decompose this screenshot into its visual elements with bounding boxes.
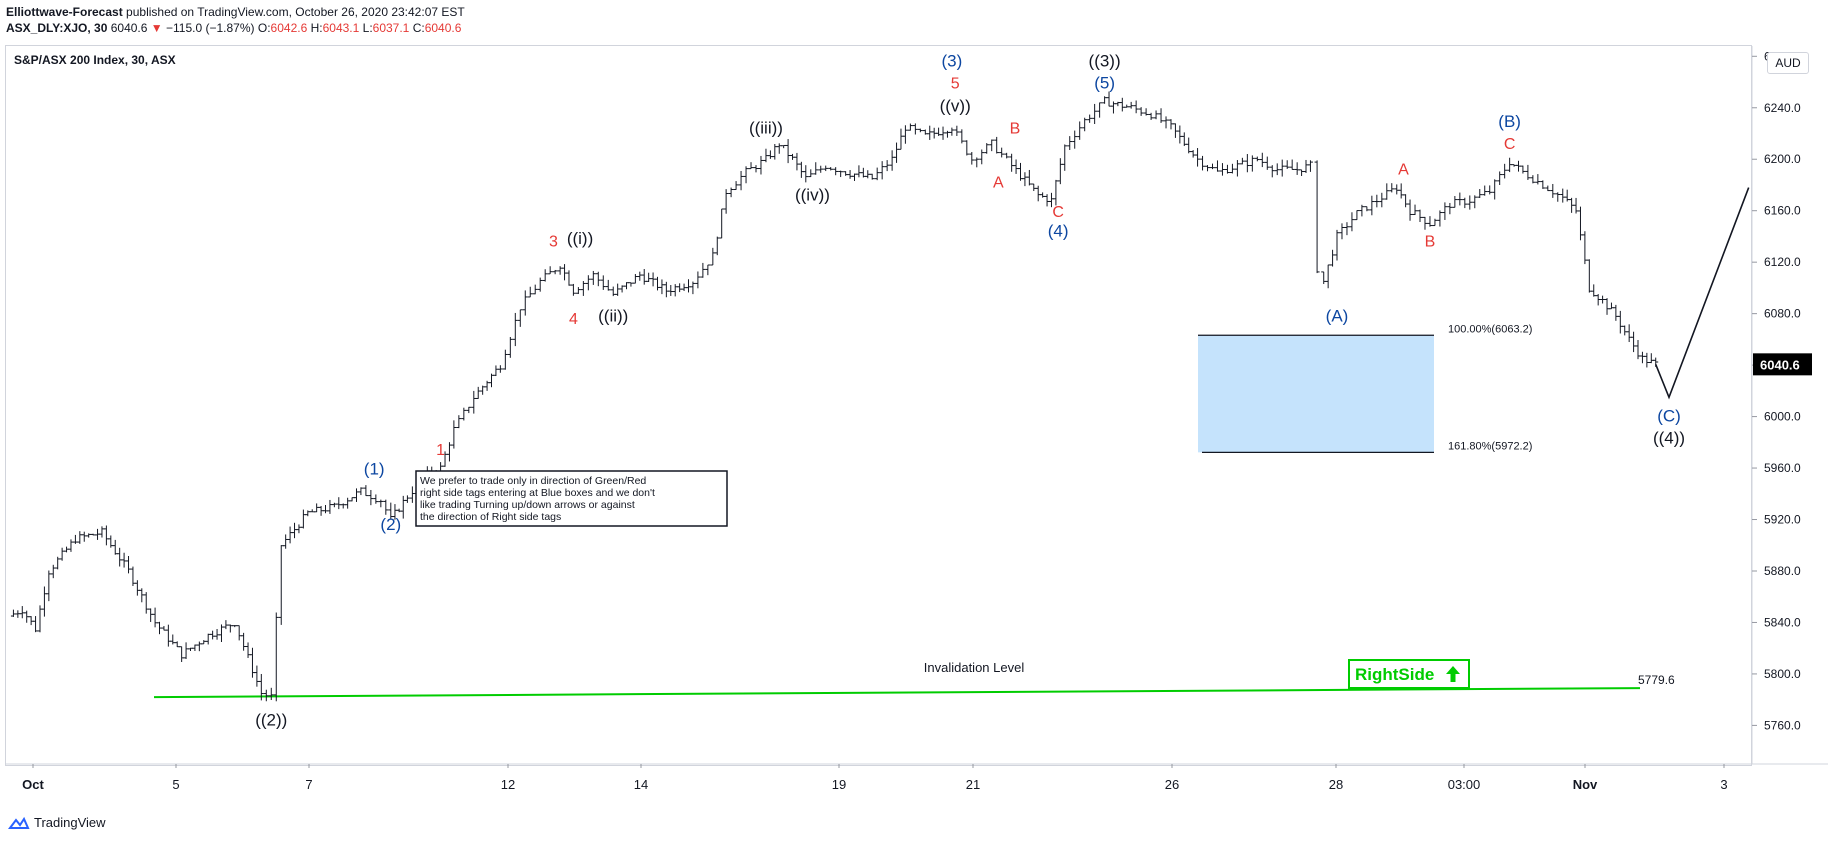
projection-path[interactable] bbox=[1654, 187, 1750, 400]
time-tick-label: 26 bbox=[1165, 777, 1179, 792]
price-tick-label: 6240.0 bbox=[1764, 101, 1801, 115]
time-tick-label: 03:00 bbox=[1448, 777, 1481, 792]
price-tick-label: 6200.0 bbox=[1764, 152, 1801, 166]
wave-label-blue: (1) bbox=[364, 459, 385, 478]
low-value: 6037.1 bbox=[372, 21, 410, 35]
published-info: published on TradingView.com, October 26… bbox=[126, 5, 465, 19]
down-triangle-icon: ▼ bbox=[150, 21, 163, 35]
wave-label-blue: (5) bbox=[1094, 73, 1115, 92]
time-tick-label: 14 bbox=[634, 777, 648, 792]
price-tick-label: 6080.0 bbox=[1764, 307, 1801, 321]
wave-label-red: 1 bbox=[436, 442, 445, 459]
fib-100-label: 100.00%(6063.2) bbox=[1448, 323, 1532, 335]
price-tick-label: 5760.0 bbox=[1764, 718, 1801, 732]
high-value: 6043.1 bbox=[322, 21, 360, 35]
last-price: 6040.6 bbox=[110, 21, 148, 35]
tradingview-cloud-icon bbox=[8, 816, 30, 829]
wave-label-black: ((iii)) bbox=[749, 118, 783, 137]
open-label: O: bbox=[257, 21, 271, 35]
price-tick-label: 5800.0 bbox=[1764, 667, 1801, 681]
rightside-tag-label: RightSide bbox=[1355, 665, 1434, 684]
wave-label-blue: (2) bbox=[380, 515, 401, 534]
time-tick-label: 3 bbox=[1720, 777, 1727, 792]
price-tick-label: 5880.0 bbox=[1764, 564, 1801, 578]
arrow-up-icon bbox=[1446, 666, 1460, 682]
wave-label-blue: (A) bbox=[1326, 306, 1349, 325]
wave-label-red: 5 bbox=[951, 75, 960, 92]
low-label: L: bbox=[362, 21, 373, 35]
publisher-name[interactable]: Elliottwave-Forecast bbox=[6, 5, 123, 19]
time-tick-label: 5 bbox=[172, 777, 179, 792]
symbol-code: ASX_DLY:XJO, 30 bbox=[6, 21, 108, 35]
time-tick-label: Oct bbox=[22, 777, 44, 792]
time-tick-label: 21 bbox=[966, 777, 980, 792]
price-change: −115.0 (−1.87%) bbox=[166, 21, 255, 35]
tradingview-logo-text: TradingView bbox=[34, 815, 106, 830]
wave-label-blue: (4) bbox=[1048, 221, 1069, 240]
price-tick-label: 6120.0 bbox=[1764, 255, 1801, 269]
time-tick-label: 12 bbox=[501, 777, 515, 792]
wave-label-red: C bbox=[1052, 204, 1064, 221]
open-value: 6042.6 bbox=[270, 21, 308, 35]
wave-label-black: ((4)) bbox=[1653, 429, 1685, 448]
price-tick-label: 6160.0 bbox=[1764, 204, 1801, 218]
wave-label-blue: (B) bbox=[1498, 112, 1521, 131]
wave-label-black: ((ii)) bbox=[598, 306, 628, 325]
last-price-tag bbox=[1753, 353, 1812, 376]
price-tick-label: 5960.0 bbox=[1764, 461, 1801, 475]
price-tick-label: 6000.0 bbox=[1764, 410, 1801, 424]
tradingview-logo[interactable]: TradingView bbox=[8, 815, 106, 830]
invalidation-line[interactable] bbox=[153, 687, 1641, 699]
price-tick-label: 5920.0 bbox=[1764, 513, 1801, 527]
currency-badge[interactable]: AUD bbox=[1767, 52, 1809, 74]
close-value: 6040.6 bbox=[424, 21, 462, 35]
wave-label-blue: (C) bbox=[1657, 407, 1681, 426]
wave-label-red: B bbox=[1425, 234, 1436, 251]
close-label: C: bbox=[412, 21, 425, 35]
wave-label-black: ((iv)) bbox=[795, 185, 830, 204]
wave-label-red: A bbox=[993, 175, 1004, 192]
last-price-tag-label: 6040.6 bbox=[1760, 357, 1800, 372]
time-tick-label: 19 bbox=[832, 777, 846, 792]
time-tick-label: 7 bbox=[305, 777, 312, 792]
wave-label-blue: (3) bbox=[941, 52, 962, 71]
symbol-title: S&P/ASX 200 Index, 30, ASX bbox=[14, 53, 176, 67]
invalidation-value-label: 5779.6 bbox=[1638, 673, 1675, 687]
fib-161-label: 161.80%(5972.2) bbox=[1448, 440, 1532, 452]
invalidation-label: Invalidation Level bbox=[924, 660, 1025, 675]
wave-label-red: 4 bbox=[569, 311, 578, 328]
publication-line: Elliottwave-Forecast published on Tradin… bbox=[6, 5, 465, 19]
wave-label-black: ((2)) bbox=[255, 710, 287, 729]
price-tick-label: 5840.0 bbox=[1764, 615, 1801, 629]
wave-label-red: C bbox=[1504, 136, 1516, 153]
time-tick-label: 28 bbox=[1329, 777, 1343, 792]
time-tick-label: Nov bbox=[1573, 777, 1598, 792]
high-label: H: bbox=[310, 21, 323, 35]
wave-label-black: ((v)) bbox=[940, 97, 971, 116]
trading-note-box[interactable] bbox=[415, 470, 728, 527]
wave-label-red: 3 bbox=[549, 234, 558, 251]
wave-label-black: ((3)) bbox=[1089, 52, 1121, 71]
wave-label-red: A bbox=[1398, 162, 1409, 179]
blue-entry-box[interactable] bbox=[1198, 335, 1434, 453]
trading-note-text: We prefer to trade only in direction of … bbox=[420, 475, 655, 523]
ohlc-line: ASX_DLY:XJO, 30 6040.6 ▼ −115.0 (−1.87%)… bbox=[6, 21, 461, 35]
wave-label-red: B bbox=[1010, 120, 1021, 137]
wave-label-black: ((i)) bbox=[567, 229, 593, 248]
